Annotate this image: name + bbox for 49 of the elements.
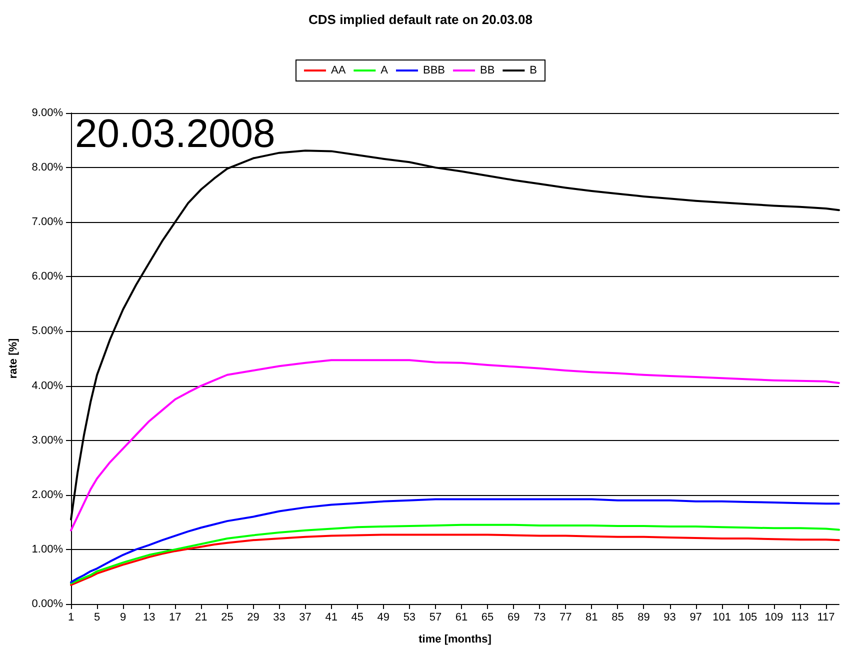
x-tick-label: 109 xyxy=(764,612,784,624)
legend-label: B xyxy=(530,64,538,76)
x-axis-title: time [months] xyxy=(418,634,492,646)
x-tick-label: 113 xyxy=(791,612,809,624)
x-tick-label: 65 xyxy=(481,612,494,624)
x-tick-label: 53 xyxy=(403,612,416,624)
x-tick-label: 13 xyxy=(142,612,156,624)
y-tick-label: 9.00% xyxy=(32,107,64,119)
x-tick-label: 29 xyxy=(247,612,260,624)
x-tick-label: 73 xyxy=(533,612,546,624)
x-tick-label: 5 xyxy=(94,612,100,624)
x-tick-label: 33 xyxy=(273,612,286,624)
y-tick-label: 8.00% xyxy=(32,162,64,174)
x-tick-label: 61 xyxy=(455,612,468,624)
x-tick-label: 9 xyxy=(120,612,126,624)
y-axis-title: rate [%] xyxy=(8,338,20,379)
legend-label: A xyxy=(380,64,389,76)
legend-label: BBB xyxy=(422,64,446,76)
x-tick-label: 77 xyxy=(560,612,572,624)
x-tick-label: 97 xyxy=(690,612,702,624)
x-tick-label: 57 xyxy=(429,612,442,624)
x-tick-label: 117 xyxy=(817,612,835,624)
x-tick-label: 105 xyxy=(738,612,758,624)
x-tick-label: 21 xyxy=(195,612,208,624)
x-tick-label: 101 xyxy=(712,612,732,624)
y-tick-label: 1.00% xyxy=(32,543,64,556)
x-tick-label: 45 xyxy=(351,612,364,624)
x-tick-label: 69 xyxy=(507,612,520,624)
x-tick-label: 41 xyxy=(325,612,338,624)
x-tick-label: 93 xyxy=(664,612,676,624)
y-tick-label: 0.00% xyxy=(32,598,64,610)
y-tick-label: 2.00% xyxy=(32,488,64,501)
x-tick-label: 17 xyxy=(169,612,182,624)
y-tick-label: 5.00% xyxy=(32,325,64,338)
x-tick-label: 85 xyxy=(612,612,624,624)
y-tick-label: 3.00% xyxy=(32,434,64,446)
y-tick-label: 4.00% xyxy=(32,380,64,392)
x-tick-label: 89 xyxy=(638,612,650,624)
x-tick-label: 49 xyxy=(377,612,390,624)
legend-label: AA xyxy=(330,64,346,76)
annotation: 20.03.2008 xyxy=(75,112,276,156)
y-tick-label: 6.00% xyxy=(32,270,64,283)
x-tick-label: 81 xyxy=(586,612,598,624)
x-tick-label: 37 xyxy=(299,612,312,624)
y-tick-label: 7.00% xyxy=(32,216,64,228)
legend-label: BB xyxy=(480,64,495,76)
chart-title: CDS implied default rate on 20.03.08 xyxy=(308,12,532,27)
x-tick-label: 1 xyxy=(68,612,74,624)
x-tick-label: 25 xyxy=(221,612,234,624)
